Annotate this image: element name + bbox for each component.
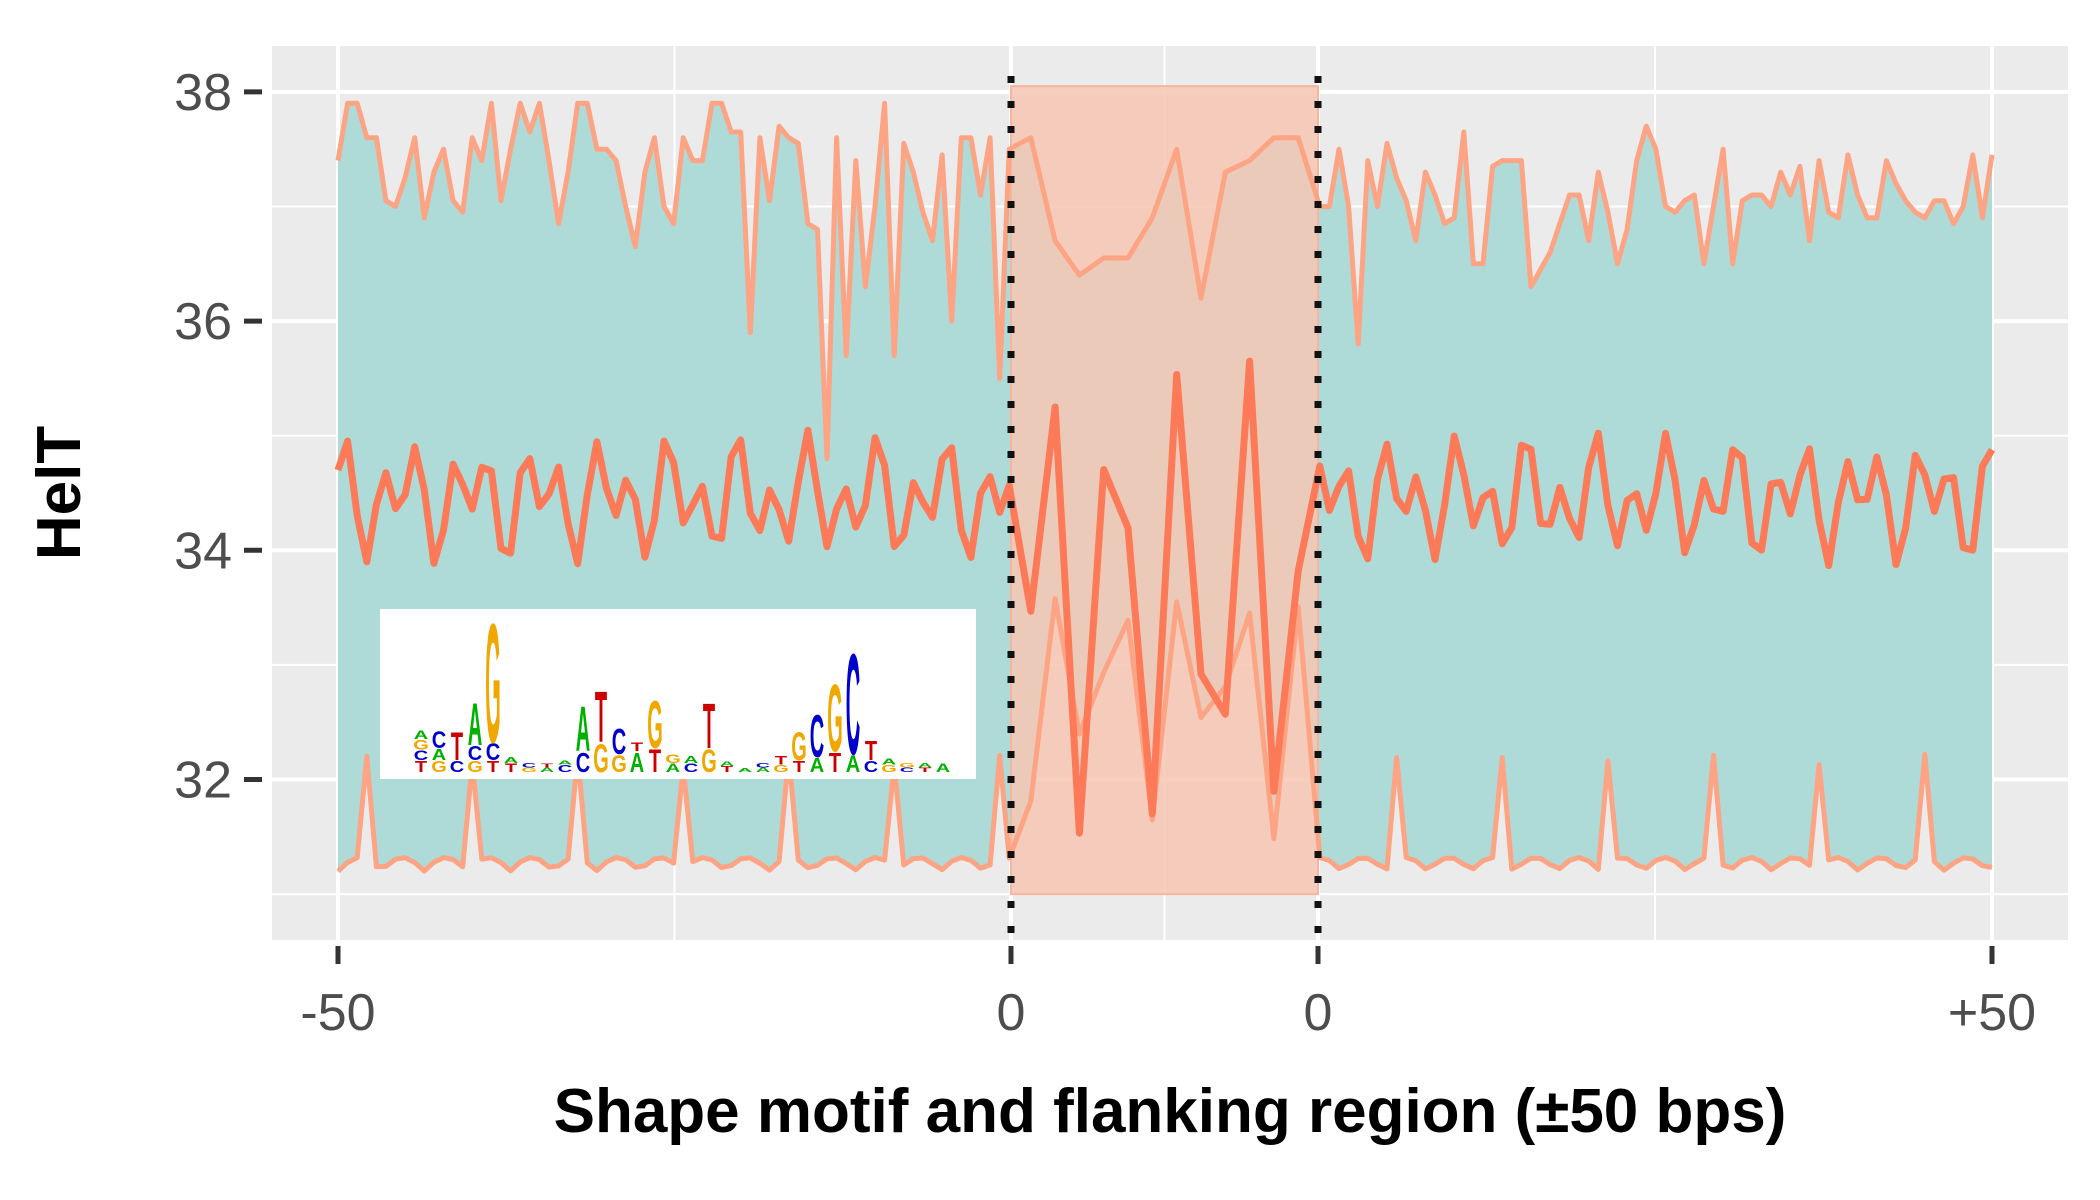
y-tick-label: 34 (174, 522, 232, 580)
logo-letter: A (540, 767, 555, 774)
logo-letter: A (738, 768, 753, 774)
logo-letter: G (647, 687, 663, 763)
logo-letter: T (595, 678, 607, 758)
upper-bound-line (335, 100, 1995, 462)
logo-letter: T (487, 758, 499, 776)
x-axis-title: Shape motif and flanking region (±50 bps… (554, 1077, 1787, 1146)
logo-letter: C (576, 748, 590, 779)
logo-letter: T (721, 765, 734, 774)
logo-letter: A (576, 694, 590, 766)
logo-letter: A (558, 760, 573, 766)
logo-letter: C (900, 767, 915, 774)
logo-letter: T (541, 763, 553, 769)
logo-letter: T (415, 758, 427, 776)
logo-letter: T (505, 762, 517, 775)
logo-letter: T (703, 691, 715, 763)
logo-letter: G (611, 750, 627, 777)
logo-background (380, 609, 976, 779)
logo-letter: T (919, 767, 931, 774)
logo-letter: C (468, 743, 482, 765)
y-tick-label: 38 (174, 64, 232, 122)
logo-letter: G (665, 753, 681, 766)
x-tick-label: +50 (1948, 984, 2036, 1042)
logo-letter: T (649, 743, 661, 779)
logo-letter: G (827, 664, 843, 772)
logo-letter: G (413, 737, 429, 753)
logo-letter: A (630, 748, 644, 779)
lower-bound-line (336, 596, 1993, 874)
logo-letter: C (486, 738, 500, 765)
logo-letter: C (522, 763, 537, 770)
logo-letter: A (684, 755, 698, 766)
logo-letter: C (558, 764, 572, 775)
logo-letter: A (918, 763, 933, 770)
logo-letter: T (775, 754, 787, 767)
logo-letter: A (666, 762, 681, 775)
logo-letter: T (865, 736, 877, 767)
logo-letter: A (756, 767, 771, 774)
y-axis-title: HelT (25, 426, 94, 560)
logo-letter: T (829, 748, 841, 779)
logo-letter: C (432, 726, 446, 753)
logo-letter: G (791, 723, 807, 769)
logo-letter: A (936, 762, 951, 775)
x-axis: -50 0 0 +50 (300, 946, 2036, 1042)
logo-letter: C (864, 758, 878, 776)
logo-letter: A (468, 693, 482, 759)
logo-letter: C (450, 758, 464, 776)
y-axis: 32 34 36 38 (174, 64, 262, 810)
logo-letter: G (701, 743, 717, 779)
logo-letter: A (432, 746, 446, 764)
logo-letter: C (846, 624, 860, 785)
x-tick-label: -50 (300, 984, 375, 1042)
y-tick-label: 36 (174, 293, 232, 351)
logo-letter: A (504, 756, 518, 765)
logo-letter: A (720, 761, 735, 768)
logo-letter: A (846, 750, 860, 777)
logo-letter: G (899, 763, 915, 770)
logo-letter: G (881, 764, 897, 775)
logo-letter: A (882, 758, 896, 767)
logo-letter: A (810, 755, 824, 777)
logo-letter: G (485, 588, 501, 779)
logo-letter: C (684, 762, 699, 775)
logo-letter: A (414, 729, 429, 742)
logo-letter: G (467, 758, 483, 776)
x-tick-label: 0 (997, 984, 1026, 1042)
logo-letter: C (612, 723, 626, 763)
y-tick-label: 32 (174, 752, 232, 810)
x-tick-label: 0 (1304, 984, 1333, 1042)
logo-letter: G (773, 764, 789, 775)
logo-letter: G (521, 767, 537, 774)
region-boundaries (1007, 76, 1322, 940)
logo-letter: T (451, 723, 463, 769)
logo-letter: C (756, 763, 771, 770)
logo-letter: G (431, 758, 447, 776)
logo-letter: G (593, 735, 609, 781)
logo-letter: T (631, 741, 643, 754)
logo-letter: C (414, 747, 428, 763)
logo-letter: C (810, 705, 824, 771)
mean-line (334, 357, 1996, 837)
logo-letter: T (793, 758, 805, 776)
